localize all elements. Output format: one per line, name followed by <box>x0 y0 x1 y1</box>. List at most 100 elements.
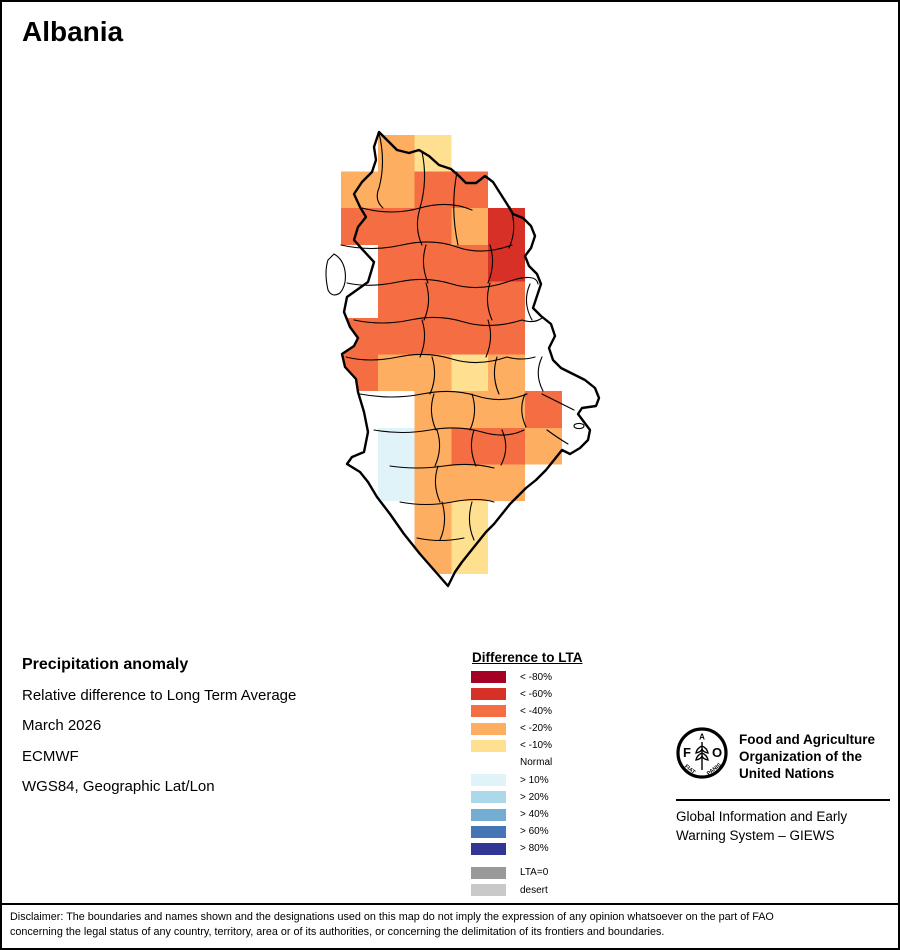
anomaly-cell <box>377 208 415 245</box>
legend-entry-m40: < -40% <box>471 705 641 718</box>
legend-label: > 60% <box>520 826 549 838</box>
svg-text:A: A <box>699 733 705 742</box>
map-description-heading: Precipitation anomaly <box>22 656 189 673</box>
text-line: Organization of the <box>739 749 862 764</box>
legend-label: desert <box>520 884 548 896</box>
fao-separator <box>676 799 890 801</box>
legend-label: > 10% <box>520 774 549 786</box>
anomaly-cell <box>414 464 452 501</box>
legend-entry-p40: > 40% <box>471 808 641 821</box>
anomaly-cell <box>525 391 562 428</box>
legend-label: > 80% <box>520 843 549 855</box>
disclaimer: Disclaimer: The boundaries and names sho… <box>2 903 898 948</box>
anomaly-cell <box>377 244 415 282</box>
legend-swatch-normal <box>471 757 506 769</box>
legend-entry-p60: > 60% <box>471 825 641 838</box>
anomaly-cell <box>488 244 525 282</box>
legend-swatch-p40 <box>471 808 506 821</box>
legend-swatch-m60 <box>471 688 506 701</box>
text-line: Food and Agriculture <box>739 732 875 747</box>
small-lake <box>573 422 585 430</box>
albania-anomaly-map <box>325 130 601 588</box>
legend-label: Normal <box>520 757 553 769</box>
anomaly-cell <box>488 427 525 465</box>
legend-swatch-m80 <box>471 671 506 683</box>
legend-entry-p80: > 80% <box>471 842 641 855</box>
text-line: United Nations <box>739 766 835 781</box>
legend-swatch-lta0 <box>471 866 506 879</box>
legend-entry-m20: < -20% <box>471 722 641 735</box>
legend-entry-normal: Normal <box>471 757 641 769</box>
anomaly-cell <box>451 391 489 428</box>
text-line: Global Information and Early <box>676 809 848 824</box>
legend-label: LTA=0 <box>520 867 549 879</box>
map-description: Precipitation anomaly Relative differenc… <box>22 650 296 803</box>
svg-text:O: O <box>712 745 722 760</box>
legend-label: < -40% <box>520 705 552 717</box>
anomaly-cell <box>414 208 452 245</box>
legend-swatch-p20 <box>471 791 506 804</box>
anomaly-cell <box>377 318 415 355</box>
legend-swatch-p60 <box>471 825 506 838</box>
fao-block: A F O FIAT PANIS Food and Agriculture Org… <box>676 726 892 782</box>
anomaly-cell <box>414 501 452 538</box>
legend-swatch-m40 <box>471 705 506 718</box>
giews-label: Global Information and Early Warning Syst… <box>676 808 847 845</box>
anomaly-cell <box>451 208 489 245</box>
legend-swatch-m10 <box>471 739 506 752</box>
wheat-ear-icon <box>695 742 709 770</box>
lake-shkoder <box>325 253 346 296</box>
legend-label: < -80% <box>520 671 552 683</box>
legend: Difference to LTA < -80% < -60% < -40% < -2… <box>471 650 641 901</box>
anomaly-cell <box>414 318 452 355</box>
anomaly-cell <box>414 427 452 465</box>
text-line: Relative difference to Long Term Average <box>22 686 297 704</box>
legend-label: > 40% <box>520 809 549 820</box>
anomaly-cell <box>451 464 489 501</box>
text-line: Warning System – GIEWS <box>676 827 835 843</box>
legend-title: Difference to LTA <box>472 650 583 665</box>
anomaly-cell <box>414 281 452 318</box>
legend-label: < -60% <box>520 688 552 700</box>
anomaly-cell <box>414 171 452 209</box>
anomaly-cell <box>341 171 378 209</box>
legend-entry-p20: > 20% <box>471 791 641 804</box>
text-line: concerning the legal status of any count… <box>10 926 665 938</box>
text-line: Disclaimer: The boundaries and names sho… <box>10 911 774 923</box>
anomaly-cell <box>488 281 525 318</box>
anomaly-cell <box>341 318 378 355</box>
legend-entry-m60: < -60% <box>471 688 641 701</box>
fao-logo-icon: A F O FIAT PANIS <box>676 727 728 779</box>
legend-entry-m80: < -80% <box>471 671 641 683</box>
anomaly-cell <box>377 427 415 465</box>
anomaly-cell <box>414 135 452 172</box>
legend-label: < -10% <box>520 740 552 752</box>
legend-entry-m10: < -10% <box>471 739 641 752</box>
district-boundaries <box>340 132 575 542</box>
anomaly-cell <box>488 354 525 392</box>
map-description-lines: Relative difference to Long Term Average… <box>22 681 296 803</box>
anomaly-grid-cells <box>341 135 562 575</box>
anomaly-cell <box>377 464 415 501</box>
anomaly-cell <box>377 171 415 209</box>
legend-entry-p10: > 10% <box>471 774 641 787</box>
country-outline <box>340 130 601 588</box>
anomaly-cell <box>377 354 415 392</box>
legend-entry-lta0: LTA=0 <box>471 866 641 879</box>
anomaly-cell <box>377 281 415 318</box>
legend-swatch-desert <box>471 884 506 897</box>
legend-entry-desert: desert <box>471 884 641 897</box>
fao-org-name: Food and Agriculture Organization of the U… <box>739 726 875 782</box>
text-line: WGS84, Geographic Lat/Lon <box>22 778 215 795</box>
svg-text:F: F <box>683 745 691 760</box>
text-line: ECMWF <box>22 747 79 765</box>
anomaly-cell <box>414 244 452 282</box>
legend-swatch-m20 <box>471 722 506 735</box>
legend-label: < -20% <box>520 723 552 735</box>
legend-label: > 20% <box>520 791 549 803</box>
legend-entries: < -80% < -60% < -40% < -20% < -10% Normal > 10… <box>471 671 641 897</box>
legend-swatch-p80 <box>471 842 506 855</box>
anomaly-cell <box>451 427 489 465</box>
lakes <box>325 253 585 430</box>
text-line: March 2026 <box>22 717 102 734</box>
